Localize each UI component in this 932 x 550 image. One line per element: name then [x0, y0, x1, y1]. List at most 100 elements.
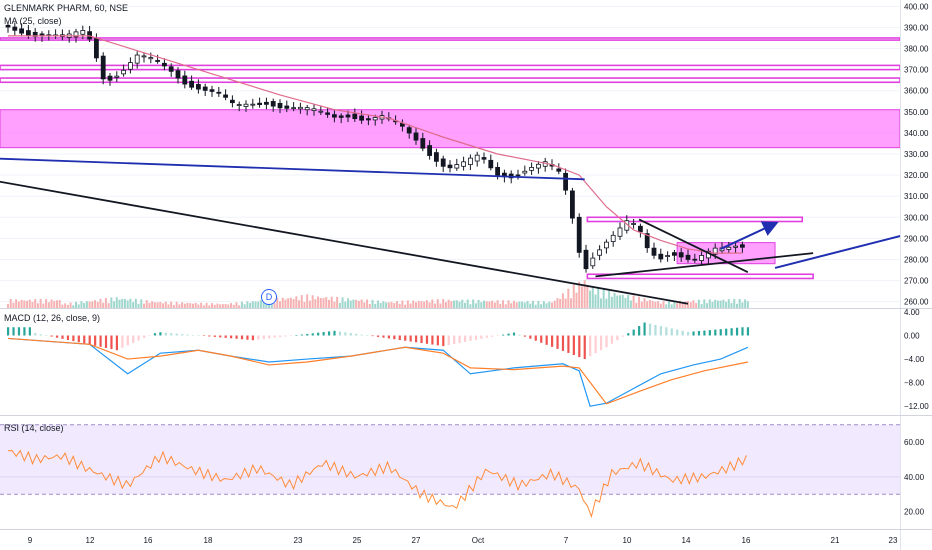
- macd-histogram-bar: [170, 333, 173, 336]
- candle-body: [597, 249, 602, 256]
- macd-histogram-bar: [39, 334, 42, 336]
- price-tick-label: 270.00: [904, 277, 929, 286]
- macd-histogram-bar: [208, 335, 211, 337]
- volume-bar: [580, 286, 583, 308]
- pane-separator-rsi[interactable]: [0, 415, 932, 416]
- macd-histogram-bar: [485, 335, 488, 338]
- macd-title: MACD (12, 26, close, 9): [4, 313, 101, 323]
- volume-bar: [548, 301, 551, 308]
- candle-body: [604, 241, 609, 249]
- volume-bar: [676, 303, 679, 308]
- rsi-pane[interactable]: [0, 416, 900, 529]
- volume-bar: [31, 302, 34, 308]
- macd-legend[interactable]: MACD (12, 26, close, 9): [4, 313, 100, 324]
- volume-bar: [404, 304, 407, 308]
- macd-histogram-bar: [273, 335, 276, 338]
- price-tick-label: 310.00: [904, 192, 929, 201]
- macd-histogram-bar: [45, 335, 48, 336]
- price-axis-border: [900, 0, 901, 550]
- volume-bar: [308, 300, 311, 308]
- volume-bar: [706, 303, 709, 308]
- macd-histogram-bar: [540, 335, 543, 343]
- candle-body: [651, 247, 657, 256]
- ma-line: [8, 35, 743, 254]
- volume-bar: [572, 284, 575, 308]
- trendline: [638, 218, 749, 273]
- volume-bar: [366, 299, 369, 308]
- volume-bar: [687, 301, 689, 308]
- macd-histogram-bar: [458, 335, 461, 343]
- volume-bar: [104, 298, 107, 308]
- price-tick-label: 350.00: [904, 108, 929, 117]
- rsi-legend[interactable]: RSI (14, close): [4, 423, 64, 434]
- macd-histogram-bar: [474, 335, 478, 340]
- candle-body: [155, 60, 161, 62]
- macd-histogram-bar: [703, 330, 706, 336]
- candle-body: [372, 117, 378, 121]
- volume-bar: [499, 303, 502, 308]
- candle-body: [202, 86, 208, 91]
- volume-bar: [281, 297, 284, 308]
- macd-pane[interactable]: [0, 309, 900, 415]
- macd-histogram-bar: [366, 335, 369, 336]
- macd-histogram-bar: [338, 331, 342, 336]
- candle-body: [699, 255, 704, 261]
- pane-separator-macd[interactable]: [0, 308, 932, 309]
- trendlines[interactable]: [0, 157, 814, 305]
- volume-bar: [17, 301, 20, 308]
- macd-histogram-bar: [72, 335, 75, 342]
- volume-bar: [518, 301, 521, 308]
- macd-histogram-bar: [137, 335, 140, 341]
- volume-bar: [140, 299, 143, 308]
- macd-histogram-bar: [371, 335, 374, 337]
- volume-bar: [594, 294, 597, 308]
- volume-bar: [455, 300, 458, 308]
- macd-histogram-bar: [376, 335, 380, 337]
- projection-arrows[interactable]: [720, 219, 900, 269]
- macd-histogram-bar: [121, 335, 124, 348]
- dividend-event-badge[interactable]: D: [261, 289, 277, 305]
- macd-histogram-bar: [126, 335, 129, 346]
- volume-bar: [678, 300, 681, 308]
- volume-bar: [681, 302, 684, 308]
- volume-bar: [303, 301, 306, 308]
- candle-body: [304, 107, 310, 111]
- symbol-title: GLENMARK PHARM, 60, NSE: [4, 3, 129, 13]
- volume-bar: [167, 304, 170, 308]
- zone-resistance-line: [586, 216, 804, 223]
- symbol-legend[interactable]: GLENMARK PHARM, 60, NSE: [4, 3, 128, 14]
- volume-bar: [447, 299, 450, 308]
- volume-bar: [542, 301, 545, 308]
- volume-bar: [575, 292, 578, 308]
- price-pane[interactable]: [0, 0, 900, 308]
- time-tick-label: 23: [889, 536, 898, 545]
- time-axis[interactable]: 9 12 16 18 23 25 27 Oct 7 10 14 16 21 23: [0, 530, 900, 550]
- price-axis[interactable]: 260.00 270.00 280.00 290.00 300.00 310.00 320.…: [900, 0, 932, 550]
- volume-bar: [491, 300, 494, 308]
- candle-body: [556, 168, 562, 172]
- volume-bar: [485, 301, 488, 308]
- macd-histogram-bar: [725, 328, 728, 336]
- macd-histogram-bar: [681, 330, 684, 336]
- macd-histogram-bar: [104, 335, 108, 348]
- candle-body: [182, 75, 188, 85]
- volume-bar: [153, 302, 156, 308]
- macd-histogram-bar: [349, 333, 352, 336]
- volume-bar: [376, 300, 379, 308]
- volume-bar: [175, 301, 178, 308]
- volume-bar: [415, 302, 417, 308]
- macd-tick-label: 4.00: [904, 308, 920, 317]
- volume-bar: [453, 300, 456, 308]
- macd-histogram-bar: [627, 333, 630, 336]
- macd-histogram-bar: [404, 335, 407, 341]
- ma-legend[interactable]: MA (25, close): [4, 16, 62, 27]
- volume-bar: [406, 300, 409, 308]
- volume-bar: [360, 299, 363, 308]
- macd-histogram-bar: [730, 328, 733, 336]
- macd-histogram-bar: [235, 335, 238, 339]
- candle-body: [100, 55, 106, 80]
- volume-bar: [507, 300, 510, 308]
- price-tick-label: 330.00: [904, 150, 929, 159]
- volume-bar: [148, 302, 151, 308]
- macd-tick-label: 0.00: [904, 332, 920, 341]
